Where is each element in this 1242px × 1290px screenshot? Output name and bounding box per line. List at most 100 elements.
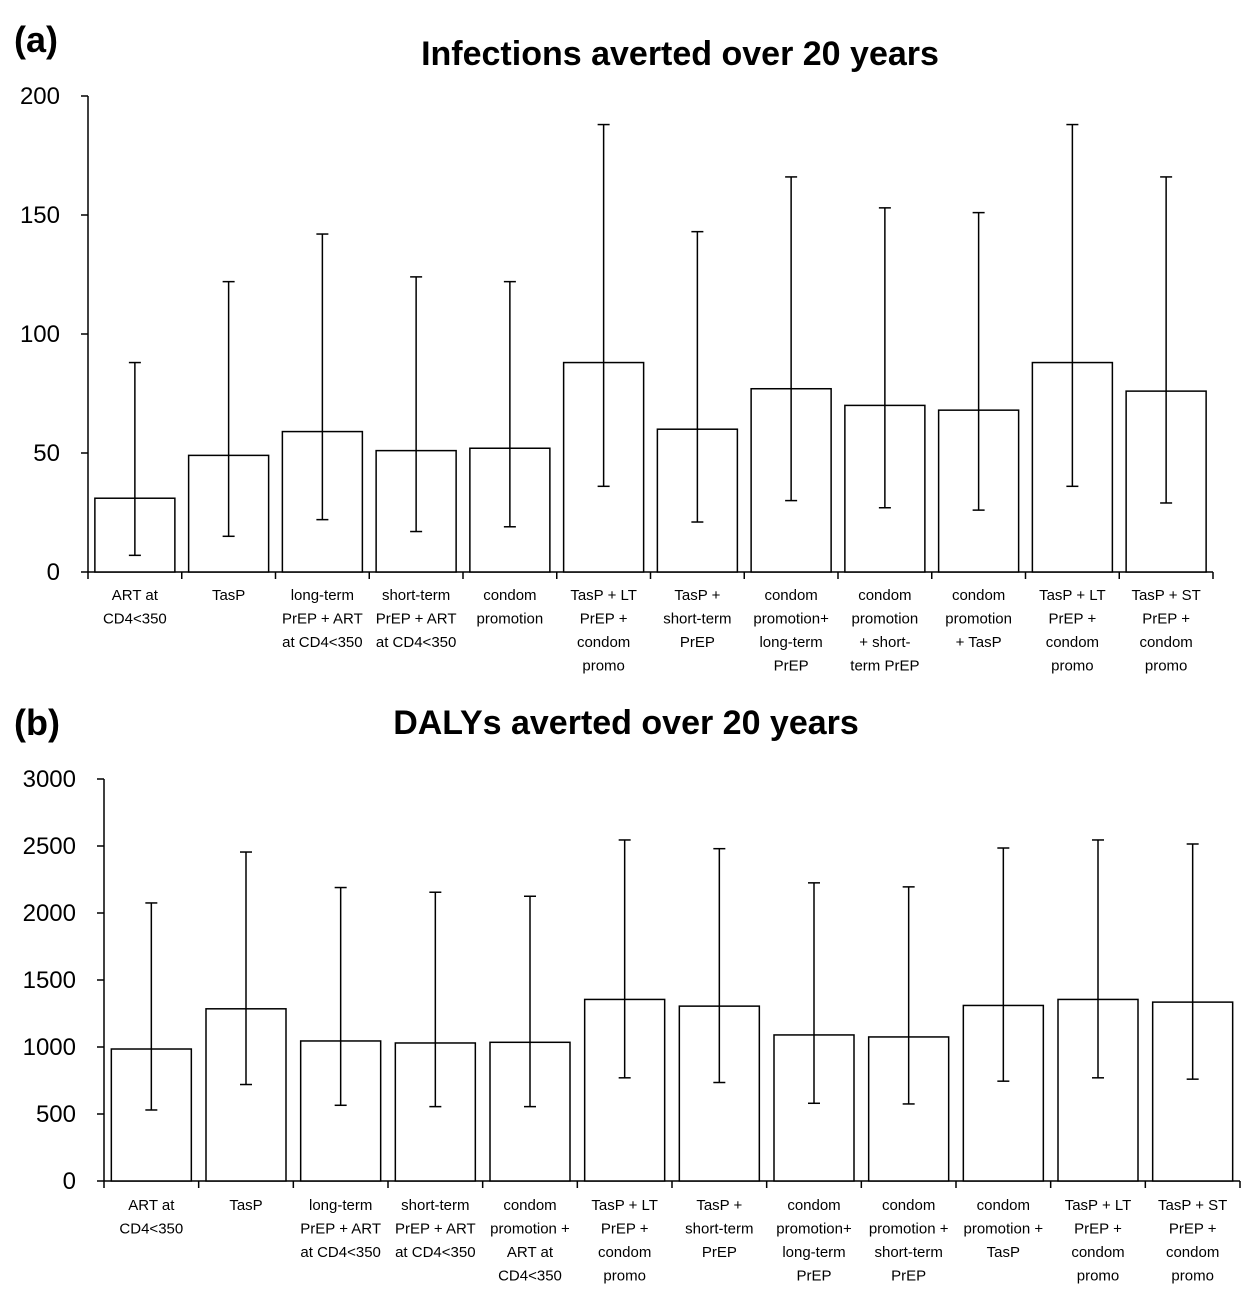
panel-a-x-tick-label-line: promotion xyxy=(945,611,1012,628)
panel-b-x-tick-label: TasP + ST PrEP + condom promo xyxy=(1158,1197,1227,1285)
panel-b-x-tick-label-line: promotion + xyxy=(490,1221,570,1238)
panel-a-title: Infections averted over 20 years xyxy=(421,35,939,73)
panel-a-y-tick-label: 150 xyxy=(20,202,60,229)
panel-a-x-tick-label-line: TasP + ST xyxy=(1131,587,1200,604)
panel-b-x-tick-label: TasP + LT PrEP + condom promo xyxy=(591,1197,658,1285)
panel-a-x-tick-label: condom promotion+ long-term PrEP xyxy=(753,587,829,675)
panel-a-x-tick-label-line: promo xyxy=(1145,658,1188,675)
panel-a-x-tick-label-line: promotion xyxy=(852,611,919,628)
panel-b-x-tick-label-line: PrEP xyxy=(891,1268,926,1285)
panel-a-x-tick-label-line: + TasP xyxy=(956,634,1002,651)
panel-a-x-tick-label-line: term PrEP xyxy=(850,658,919,675)
panel-a-x-tick-label-line: PrEP + ART xyxy=(376,611,457,628)
panel-a-x-tick-label-line: TasP + LT xyxy=(570,587,637,604)
panel-b-plot-area: 0 500 1000 1500 2000 2500 3000 ART at CD4<350 Tas… xyxy=(23,766,1241,1285)
panel-a-x-tick-label-line: at CD4<350 xyxy=(376,634,456,651)
panel-a-x-tick-label-line: CD4<350 xyxy=(103,611,167,628)
panel-b-x-tick-label-line: at CD4<350 xyxy=(300,1244,380,1261)
panel-a-label: (a) xyxy=(14,19,58,60)
panel-b-y-tick-label: 500 xyxy=(36,1101,76,1128)
panel-b-x-tick-label-line: PrEP + ART xyxy=(300,1221,381,1238)
panel-a-x-tick-label-line: condom xyxy=(764,587,817,604)
panel-b-x-tick-label-line: PrEP + xyxy=(1169,1221,1217,1238)
panel-a-x-tick-label-line: promotion+ xyxy=(753,611,829,628)
panel-b-x-tick-label-line: ART at xyxy=(507,1244,554,1261)
panel-a-x-tick-label-line: condom xyxy=(1046,634,1099,651)
panel-b-x-tick-label-line: PrEP + xyxy=(601,1221,649,1238)
panel-b-x-tick-label-line: PrEP xyxy=(796,1268,831,1285)
panel-b-x-tick-label-line: short-term xyxy=(874,1244,942,1261)
panel-b-x-tick-label-line: promo xyxy=(1171,1268,1214,1285)
panel-b-x-tick-label-line: CD4<350 xyxy=(119,1221,183,1238)
panel-a-x-tick-label-line: long-term xyxy=(759,634,822,651)
panel-b-x-tick-label-line: long-term xyxy=(782,1244,845,1261)
panel-b-x-tick-label-line: long-term xyxy=(309,1197,372,1214)
panel-a-x-tick-label-line: promo xyxy=(582,658,625,675)
panel-b-y-tick-label: 2500 xyxy=(23,833,76,860)
panel-a-y-tick-label: 0 xyxy=(47,559,60,586)
panel-a-x-tick-label-line: PrEP + ART xyxy=(282,611,363,628)
panel-b-x-tick-label-line: TasP + xyxy=(696,1197,742,1214)
panel-a-x-tick-label: condom promotion + TasP xyxy=(945,587,1012,651)
panel-b-x-tick-label-line: condom xyxy=(977,1197,1030,1214)
panel-b-x-tick-label-line: condom xyxy=(1071,1244,1124,1261)
panel-b-x-tick-label-line: short-term xyxy=(685,1221,753,1238)
panel-b-x-tick-label-line: condom xyxy=(787,1197,840,1214)
panel-b-x-tick-label: condom promotion + TasP xyxy=(964,1197,1044,1261)
panel-a-x-tick-label-line: promo xyxy=(1051,658,1094,675)
panel-b-x-tick-label: ART at CD4<350 xyxy=(119,1197,183,1238)
panel-b-bar xyxy=(1151,1001,1234,1182)
panel-b-x-tick-label-line: short-term xyxy=(401,1197,469,1214)
panel-a-x-tick-label-line: TasP + LT xyxy=(1039,587,1106,604)
panel-a-y-tick-label: 100 xyxy=(20,321,60,348)
panel-a-x-tick-label: condom promotion xyxy=(477,587,544,628)
panel-a-x-tick-label: condom promotion + short-term PrEP xyxy=(850,587,919,675)
panel-b-x-tick-label-line: condom xyxy=(503,1197,556,1214)
panel-a-x-tick-label-line: condom xyxy=(952,587,1005,604)
panel-b-label: (b) xyxy=(14,702,60,743)
panel-b-x-tick-label-line: TasP xyxy=(987,1244,1020,1261)
panel-b-x-tick-label-line: TasP + LT xyxy=(1065,1197,1132,1214)
panel-b-x-tick-label-line: promo xyxy=(603,1268,646,1285)
panel-a-x-tick-label: TasP + short-term PrEP xyxy=(663,587,731,651)
panel-a-x-tick-label-line: short-term xyxy=(382,587,450,604)
panel-b-x-tick-label-line: TasP xyxy=(229,1197,262,1214)
panel-b-x-tick-label-line: PrEP + xyxy=(1074,1221,1122,1238)
panel-b-x-tick-label: long-term PrEP + ART at CD4<350 xyxy=(300,1197,381,1261)
panel-b-y-tick-label: 1500 xyxy=(23,967,76,994)
panel-b-x-tick-label-line: PrEP + ART xyxy=(395,1221,476,1238)
panel-b-x-tick-label: short-term PrEP + ART at CD4<350 xyxy=(395,1197,476,1261)
panel-a-x-tick-label-line: TasP + xyxy=(674,587,720,604)
panel-a-x-tick-label-line: condom xyxy=(858,587,911,604)
panel-b-y-tick-label: 2000 xyxy=(23,900,76,927)
panel-a-x-tick-label-line: PrEP + xyxy=(1142,611,1190,628)
panel-b-x-tick-label-line: promotion + xyxy=(964,1221,1044,1238)
panel-b-x-tick-label-line: condom xyxy=(882,1197,935,1214)
panel-a-x-tick-label-line: PrEP + xyxy=(580,611,628,628)
panel-a-y-tick-label: 50 xyxy=(33,440,60,467)
panel-b-x-tick-label-line: at CD4<350 xyxy=(395,1244,475,1261)
panel-b-x-tick-label: condom promotion + short-term PrEP xyxy=(869,1197,949,1285)
panel-b-x-tick-label-line: condom xyxy=(1166,1244,1219,1261)
panel-b-x-tick-label-line: CD4<350 xyxy=(498,1268,562,1285)
panel-a-x-tick-label-line: condom xyxy=(483,587,536,604)
panel-b-x-tick-label-line: TasP + LT xyxy=(591,1197,658,1214)
panel-a-x-tick-label: TasP xyxy=(212,587,245,604)
panel-a-x-tick-label: TasP + LT PrEP + condom promo xyxy=(1039,587,1106,675)
panel-b-chart: (b) DALYs averted over 20 years 0 500 1000… xyxy=(14,702,1241,1285)
panel-a-chart: (a) Infections averted over 20 years 0 50… xyxy=(14,19,1214,675)
panel-a-plot-area: 0 50 100 150 200 ART at CD4<350 TasP long-term Pr… xyxy=(20,83,1214,675)
panel-a-x-tick-label: short-term PrEP + ART at CD4<350 xyxy=(376,587,457,651)
panel-a-x-tick-label: ART at CD4<350 xyxy=(103,587,167,628)
panel-b-x-tick-label-line: TasP + ST xyxy=(1158,1197,1227,1214)
panel-b-x-tick-label: TasP + short-term PrEP xyxy=(685,1197,753,1261)
panel-a-x-tick-label-line: TasP xyxy=(212,587,245,604)
panel-a-x-tick-label: long-term PrEP + ART at CD4<350 xyxy=(282,587,363,651)
panel-b-title: DALYs averted over 20 years xyxy=(393,704,859,742)
panel-a-x-tick-label: TasP + LT PrEP + condom promo xyxy=(570,587,637,675)
panel-b-y-tick-label: 3000 xyxy=(23,766,76,793)
panel-a-x-tick-label-line: PrEP xyxy=(774,658,809,675)
panel-b-x-tick-label-line: promo xyxy=(1077,1268,1120,1285)
panel-a-x-tick-label: TasP + ST PrEP + condom promo xyxy=(1131,587,1200,675)
